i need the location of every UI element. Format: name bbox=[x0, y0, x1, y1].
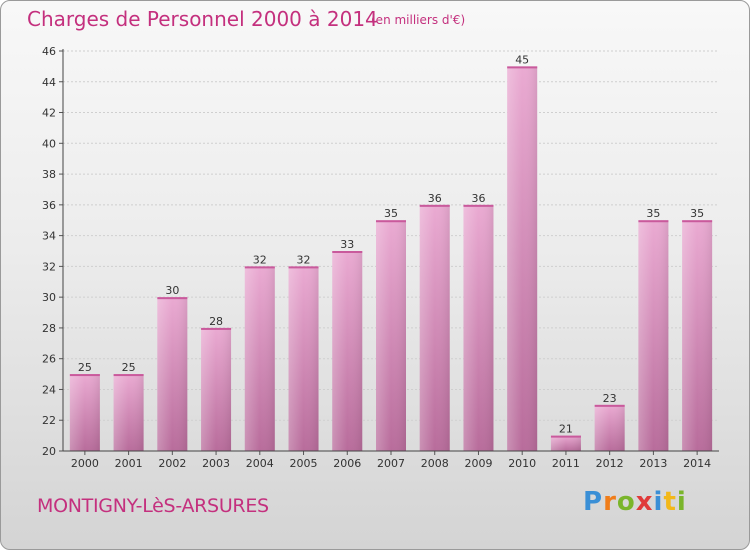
x-tick-label: 2002 bbox=[158, 457, 186, 470]
x-tick-label: 2004 bbox=[246, 457, 274, 470]
x-tick-label: 2007 bbox=[377, 457, 405, 470]
label-layer: 25 25 30 28 32 32 33 35 36 36 45 21 23 35 35 bbox=[78, 53, 704, 435]
bar-shade bbox=[332, 251, 363, 451]
bar-value-label: 35 bbox=[690, 207, 704, 220]
bar-value-label: 33 bbox=[340, 238, 354, 251]
bar-top-edge bbox=[376, 220, 406, 223]
bar-value-label: 36 bbox=[428, 192, 442, 205]
x-tick-label: 2013 bbox=[639, 457, 667, 470]
bar-top-edge bbox=[507, 66, 538, 69]
bar-value-label: 35 bbox=[646, 207, 660, 220]
y-tick-label: 22 bbox=[42, 414, 56, 427]
x-tick-label: 2006 bbox=[333, 457, 361, 470]
y-tick-label: 36 bbox=[42, 199, 56, 212]
bar-top-edge bbox=[113, 374, 144, 377]
x-tick-label: 2012 bbox=[596, 457, 624, 470]
bar-shade bbox=[682, 220, 713, 451]
y-tick-label: 20 bbox=[42, 445, 56, 458]
bar-shade bbox=[594, 404, 625, 451]
bar-shade bbox=[419, 204, 450, 451]
bar-shade bbox=[288, 266, 319, 451]
logo-letter: t bbox=[663, 487, 677, 517]
bar-shade bbox=[157, 297, 188, 451]
y-tick-label: 46 bbox=[42, 45, 56, 58]
bar-top-edge bbox=[332, 251, 363, 253]
bar-shade bbox=[201, 327, 232, 451]
bar-top-edge bbox=[594, 404, 625, 407]
bar-top-edge bbox=[157, 297, 188, 300]
bar-shade bbox=[638, 220, 669, 451]
y-tick-label: 34 bbox=[42, 230, 56, 243]
bar-shade bbox=[376, 220, 406, 451]
bar-value-label: 36 bbox=[471, 192, 485, 205]
bar-layer bbox=[69, 66, 713, 451]
logo-letter: i bbox=[653, 487, 664, 517]
bar-top-edge bbox=[638, 220, 669, 223]
chart-subtitle: (en milliers d'€) bbox=[371, 13, 466, 27]
proxiti-logo: Proxiti bbox=[583, 487, 687, 517]
bar-shade bbox=[507, 66, 538, 451]
y-tick-label: 28 bbox=[42, 322, 56, 335]
commune-name: MONTIGNY-LèS-ARSURES bbox=[37, 495, 269, 517]
logo-letter: r bbox=[603, 487, 617, 517]
bar-shade bbox=[113, 374, 144, 451]
bar-value-label: 28 bbox=[209, 315, 223, 328]
y-tick-label: 38 bbox=[42, 168, 56, 181]
bar-top-edge bbox=[682, 220, 713, 223]
bar-value-label: 45 bbox=[515, 53, 529, 66]
logo-letter: P bbox=[583, 487, 604, 517]
y-tick-label: 32 bbox=[42, 260, 56, 273]
bar-top-edge bbox=[550, 435, 581, 438]
bar-shade bbox=[463, 204, 494, 451]
bar-value-label: 23 bbox=[603, 392, 617, 405]
x-tick-label: 2001 bbox=[115, 457, 143, 470]
y-tick-label: 24 bbox=[42, 383, 56, 396]
bar-value-label: 25 bbox=[122, 361, 136, 374]
bar-value-label: 25 bbox=[78, 361, 92, 374]
x-tick-label: 2005 bbox=[290, 457, 318, 470]
x-tick-label: 2003 bbox=[202, 457, 230, 470]
x-tick-label: 2010 bbox=[508, 457, 536, 470]
bar-top-edge bbox=[288, 266, 319, 269]
bar-top-edge bbox=[201, 327, 232, 330]
bar-value-label: 32 bbox=[253, 253, 267, 266]
bar-top-edge bbox=[419, 204, 450, 207]
logo-letter: x bbox=[635, 487, 654, 517]
x-tick-label: 2009 bbox=[464, 457, 492, 470]
y-tick-label: 42 bbox=[42, 107, 56, 120]
bar-value-label: 21 bbox=[559, 423, 573, 436]
bar-top-edge bbox=[244, 266, 275, 269]
bar-shade bbox=[244, 266, 275, 451]
bar-value-label: 32 bbox=[297, 253, 311, 266]
axis-layer: 20 22 24 26 28 30 32 34 36 38 40 42 44 46 2000 2001 2002… bbox=[42, 45, 719, 470]
bar-value-label: 30 bbox=[165, 284, 179, 297]
bar-shade bbox=[550, 435, 581, 451]
bar-value-label: 35 bbox=[384, 207, 398, 220]
x-tick-label: 2008 bbox=[421, 457, 449, 470]
x-tick-label: 2011 bbox=[552, 457, 580, 470]
y-tick-label: 44 bbox=[42, 76, 56, 89]
y-tick-label: 26 bbox=[42, 353, 56, 366]
x-tick-label: 2014 bbox=[683, 457, 711, 470]
bar-top-edge bbox=[463, 204, 494, 207]
bar-shade bbox=[69, 374, 100, 451]
logo-letter: i bbox=[676, 487, 687, 517]
y-tick-label: 40 bbox=[42, 137, 56, 150]
bar-top-edge bbox=[69, 374, 100, 377]
logo-letter: o bbox=[616, 487, 636, 517]
x-tick-label: 2000 bbox=[71, 457, 99, 470]
y-tick-label: 30 bbox=[42, 291, 56, 304]
chart-title: Charges de Personnel 2000 à 2014 bbox=[27, 7, 378, 31]
